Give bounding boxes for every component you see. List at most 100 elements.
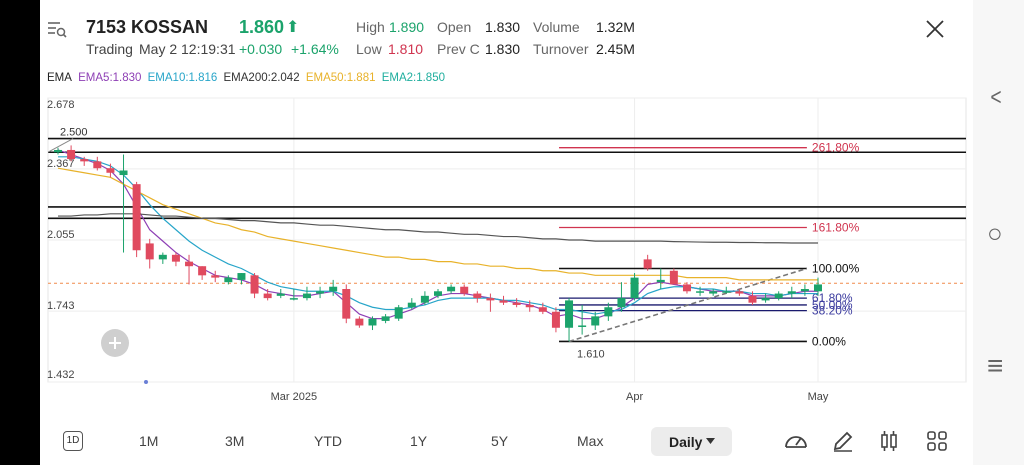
candle-body[interactable]	[578, 325, 587, 327]
candle-body[interactable]	[407, 302, 416, 308]
candle-body[interactable]	[106, 168, 115, 173]
candle-body[interactable]	[460, 286, 469, 294]
candle-body[interactable]	[171, 254, 180, 262]
candle-body[interactable]	[355, 318, 364, 326]
candle-body[interactable]	[276, 293, 285, 296]
tf-5y-button[interactable]: 5Y	[491, 433, 509, 449]
candle-body[interactable]	[499, 300, 508, 303]
candle-body[interactable]	[80, 159, 89, 162]
tf-max-button[interactable]: Max	[577, 433, 604, 449]
y-tick-label: 1.432	[47, 369, 75, 381]
tf-1y-button[interactable]: 1Y	[410, 433, 428, 449]
close-icon[interactable]	[924, 18, 946, 40]
candle-body[interactable]	[394, 307, 403, 319]
candle-body[interactable]	[67, 149, 76, 160]
candle-body[interactable]	[329, 286, 338, 292]
gauge-icon[interactable]	[781, 426, 811, 456]
candle-body[interactable]	[735, 291, 744, 294]
candle-body[interactable]	[774, 293, 783, 299]
candle-body[interactable]	[486, 298, 495, 301]
candlestick-icon[interactable]	[874, 426, 904, 456]
tf-1m-button[interactable]: 1M	[139, 433, 159, 449]
period-dropdown-label: Daily	[669, 434, 703, 450]
candle-body[interactable]	[119, 170, 128, 176]
candle-body[interactable]	[316, 291, 325, 294]
candle-body[interactable]	[420, 295, 429, 303]
draw-pencil-icon[interactable]	[828, 426, 858, 456]
candle-body[interactable]	[211, 275, 220, 278]
ema-line-ema10	[58, 156, 818, 315]
candle-body[interactable]	[565, 300, 574, 328]
candle-body[interactable]	[145, 243, 154, 260]
candle-body[interactable]	[185, 261, 194, 267]
ema-line-ema50	[57, 167, 818, 281]
candle-body[interactable]	[512, 302, 521, 305]
candle-body[interactable]	[302, 293, 311, 299]
trading-status: Trading	[86, 41, 133, 57]
candle-body[interactable]	[604, 307, 613, 317]
fib-level-label: 161.80%	[812, 220, 860, 234]
candle-body[interactable]	[224, 277, 233, 283]
candle-body[interactable]	[473, 293, 482, 299]
candle-body[interactable]	[709, 291, 718, 294]
fib-trend-line[interactable]	[568, 267, 808, 343]
price-chart[interactable]: 2.678 2.367 2.055 1.743 1.432 Mar 2025 Apr May 2…	[40, 92, 973, 418]
period-dropdown[interactable]: Daily	[651, 427, 732, 456]
candle-body[interactable]	[54, 149, 62, 153]
quote-datetime: May 2 12:19:31	[139, 41, 236, 57]
candle-body[interactable]	[748, 295, 757, 303]
candle-body[interactable]	[250, 275, 259, 294]
candle-body[interactable]	[617, 298, 626, 308]
candle-body[interactable]	[761, 298, 770, 301]
candle-body[interactable]	[93, 161, 102, 169]
nav-home-icon[interactable]: ○	[987, 218, 1003, 248]
candle-body[interactable]	[381, 316, 390, 321]
ema-legend-title: EMA	[47, 72, 72, 84]
candle-body[interactable]	[800, 289, 809, 292]
tf-ytd-button[interactable]: YTD	[314, 433, 342, 449]
candle-body[interactable]	[669, 270, 678, 285]
candle-body[interactable]	[434, 291, 442, 296]
candle-body[interactable]	[289, 298, 298, 300]
x-tick-label: May	[808, 391, 829, 403]
candle-body[interactable]	[722, 291, 731, 293]
candle-body[interactable]	[787, 291, 796, 294]
candle-body[interactable]	[630, 277, 639, 299]
ema-legend-ema50: EMA50:1.881	[305, 72, 376, 84]
prev-close-label: Prev C	[437, 41, 480, 57]
candle-body[interactable]	[237, 273, 246, 280]
system-nav-bar: < ○ ≡	[973, 0, 1024, 465]
turnover-label: Turnover	[533, 41, 589, 57]
candle-body[interactable]	[132, 184, 141, 251]
candle-body[interactable]	[368, 318, 377, 326]
candle-body[interactable]	[263, 293, 272, 299]
fib-level-label: 38.20%	[812, 304, 853, 318]
low-label: Low	[356, 41, 382, 57]
candle-body[interactable]	[682, 284, 691, 292]
grid-apps-icon[interactable]	[922, 426, 952, 456]
high-value: 1.890	[389, 19, 425, 35]
fib-level-label: 61.80%	[812, 291, 853, 305]
candle-body[interactable]	[198, 266, 207, 276]
ema-legend[interactable]: EMA EMA5:1.830 EMA10:1.816 EMA200:2.042 …	[47, 72, 448, 84]
candle-body[interactable]	[447, 286, 456, 292]
low-value: 1.810	[388, 41, 424, 57]
candle-body[interactable]	[656, 279, 665, 283]
candle-body[interactable]	[342, 289, 351, 319]
candle-body[interactable]	[643, 259, 652, 269]
trendline[interactable]	[47, 138, 74, 153]
candle-body[interactable]	[538, 307, 547, 312]
swing-low-label: 1.610	[577, 348, 605, 360]
nav-recents-icon[interactable]: ≡	[987, 350, 1004, 381]
candle-body[interactable]	[696, 291, 705, 293]
candle-body[interactable]	[591, 316, 600, 326]
x-tick-label: Apr	[626, 391, 643, 403]
candle-body[interactable]	[814, 284, 822, 292]
candle-body[interactable]	[551, 311, 560, 328]
candle-body[interactable]	[525, 304, 534, 308]
watchlist-search-icon[interactable]	[46, 18, 68, 40]
nav-back-icon[interactable]: <	[990, 84, 1002, 111]
tf-3m-button[interactable]: 3M	[225, 433, 245, 449]
candle-body[interactable]	[158, 254, 167, 260]
tf-1d-button[interactable]: 1D	[63, 431, 83, 451]
